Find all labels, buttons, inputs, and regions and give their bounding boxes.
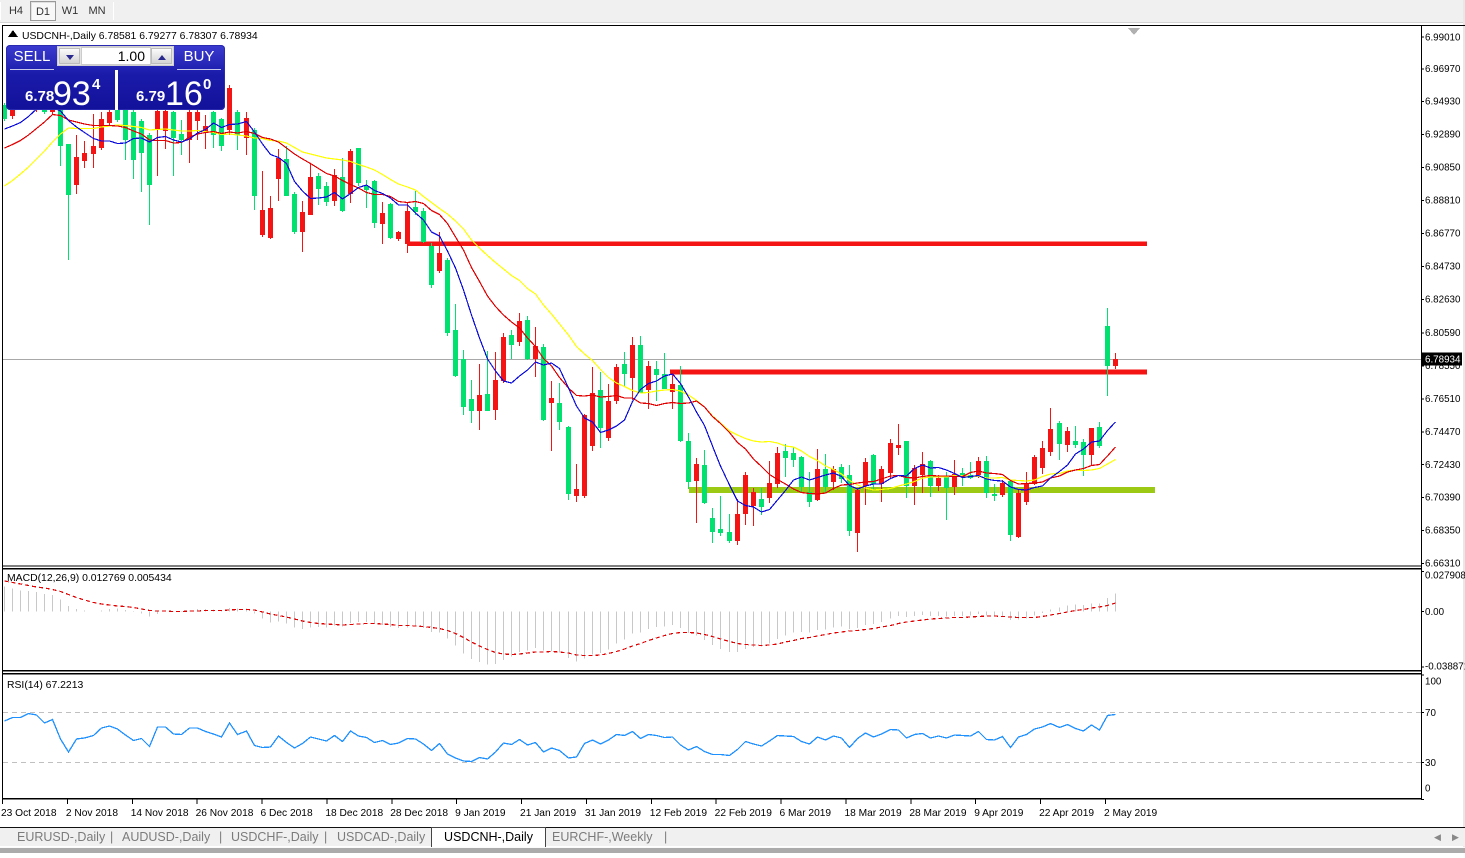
svg-text:100: 100	[1425, 677, 1442, 688]
svg-text:6.78934: 6.78934	[1425, 355, 1461, 366]
svg-text:2 Nov 2018: 2 Nov 2018	[66, 808, 118, 819]
svg-text:30: 30	[1425, 758, 1436, 769]
svg-text:6.72430: 6.72430	[1425, 460, 1461, 471]
svg-text:26 Nov 2018: 26 Nov 2018	[196, 808, 254, 819]
svg-text:0: 0	[1425, 784, 1431, 795]
svg-text:USDCNH-,Daily 6.78581 6.79277: USDCNH-,Daily 6.78581 6.79277 6.78307 6.…	[22, 31, 258, 42]
svg-text:28 Dec 2018: 28 Dec 2018	[390, 808, 448, 819]
svg-text:-0.038871: -0.038871	[1425, 661, 1465, 672]
svg-text:6.92890: 6.92890	[1425, 130, 1461, 141]
svg-text:21 Jan 2019: 21 Jan 2019	[520, 808, 576, 819]
svg-text:22 Apr 2019: 22 Apr 2019	[1039, 808, 1094, 819]
svg-text:MACD(12,26,9) 0.012769 0.00543: MACD(12,26,9) 0.012769 0.005434	[7, 573, 172, 584]
svg-text:12 Feb 2019: 12 Feb 2019	[650, 808, 708, 819]
svg-text:6 Dec 2018: 6 Dec 2018	[261, 808, 313, 819]
svg-text:6.99010: 6.99010	[1425, 32, 1461, 43]
svg-text:0.027908: 0.027908	[1425, 570, 1465, 581]
svg-text:6.76510: 6.76510	[1425, 394, 1461, 405]
svg-text:6.88810: 6.88810	[1425, 196, 1461, 207]
svg-text:6.86770: 6.86770	[1425, 229, 1461, 240]
svg-text:6.82630: 6.82630	[1425, 295, 1461, 306]
svg-text:70: 70	[1425, 708, 1436, 719]
svg-text:6.80590: 6.80590	[1425, 328, 1461, 339]
svg-text:2 May 2019: 2 May 2019	[1104, 808, 1158, 819]
svg-text:0.00: 0.00	[1425, 607, 1445, 618]
svg-text:9 Jan 2019: 9 Jan 2019	[455, 808, 506, 819]
svg-text:28 Mar 2019: 28 Mar 2019	[909, 808, 967, 819]
svg-text:23 Oct 2018: 23 Oct 2018	[1, 808, 57, 819]
svg-text:18 Mar 2019: 18 Mar 2019	[844, 808, 902, 819]
svg-text:6.66310: 6.66310	[1425, 559, 1461, 570]
svg-text:RSI(14) 67.2213: RSI(14) 67.2213	[7, 680, 83, 691]
svg-text:31 Jan 2019: 31 Jan 2019	[585, 808, 641, 819]
svg-text:6.94930: 6.94930	[1425, 97, 1461, 108]
svg-text:6.78550: 6.78550	[1425, 361, 1461, 372]
svg-text:18 Dec 2018: 18 Dec 2018	[325, 808, 383, 819]
svg-text:6.68350: 6.68350	[1425, 526, 1461, 537]
svg-text:9 Apr 2019: 9 Apr 2019	[974, 808, 1024, 819]
svg-text:6.70390: 6.70390	[1425, 493, 1461, 504]
svg-text:6.90850: 6.90850	[1425, 163, 1461, 174]
svg-text:6.84730: 6.84730	[1425, 262, 1461, 273]
svg-text:6 Mar 2019: 6 Mar 2019	[780, 808, 832, 819]
svg-text:6.96970: 6.96970	[1425, 64, 1461, 75]
svg-text:14 Nov 2018: 14 Nov 2018	[131, 808, 189, 819]
svg-text:22 Feb 2019: 22 Feb 2019	[715, 808, 773, 819]
svg-text:6.74470: 6.74470	[1425, 427, 1461, 438]
